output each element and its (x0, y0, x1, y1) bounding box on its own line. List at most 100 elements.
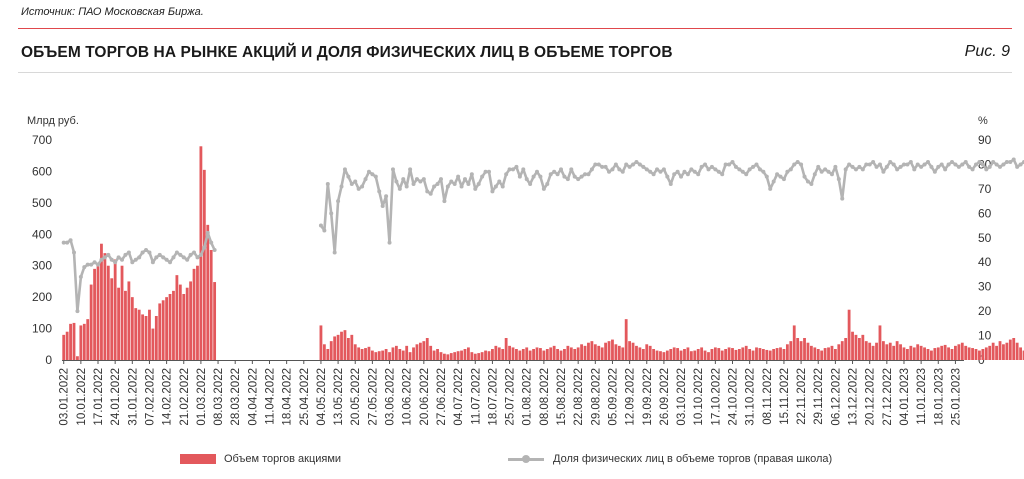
line-point (613, 162, 618, 167)
line-point (792, 162, 797, 167)
line-point (754, 162, 759, 167)
line-point (452, 182, 457, 186)
line-point (853, 167, 858, 172)
legend-bar-label: Объем торгов акциями (224, 453, 342, 465)
line-point (373, 174, 378, 179)
line-point (65, 240, 70, 245)
line-point (960, 162, 965, 167)
line-point (140, 250, 145, 255)
line-point (692, 169, 697, 174)
line-point (181, 255, 186, 260)
bar (857, 338, 861, 360)
bar (837, 344, 841, 360)
bar (978, 350, 981, 360)
bar (542, 350, 546, 360)
bar (734, 349, 738, 360)
line-point (456, 174, 461, 179)
bar (120, 265, 124, 360)
bar (971, 348, 974, 360)
bar (1012, 338, 1016, 360)
bar (357, 347, 361, 360)
bar (665, 350, 669, 360)
line-point (154, 255, 159, 260)
line-point (836, 177, 841, 182)
bar (477, 353, 481, 360)
line-point (538, 174, 543, 179)
line-point (905, 162, 910, 167)
bar (556, 349, 559, 360)
bar (621, 347, 625, 360)
line-point (723, 162, 728, 167)
x-tick-label: 27.05.2022 (367, 368, 379, 426)
line-point (706, 167, 711, 172)
line-point (884, 164, 889, 169)
bar (679, 350, 683, 360)
line-point (946, 162, 951, 167)
line-point (137, 255, 142, 260)
line-point (157, 252, 162, 257)
line-point (987, 164, 992, 169)
bar (981, 349, 985, 360)
line-point (925, 160, 930, 164)
bar (69, 323, 72, 360)
line-point (89, 262, 94, 267)
right-axis: 0102030405060708090 (978, 133, 992, 367)
line-point (1001, 162, 1006, 167)
bar (103, 253, 107, 360)
line-point (459, 184, 464, 189)
bar (648, 345, 652, 360)
bar (827, 347, 830, 360)
line-point (349, 182, 354, 186)
line-point (387, 240, 392, 245)
bar (600, 347, 604, 360)
bar (460, 350, 463, 360)
line-point (805, 179, 810, 184)
bar (470, 352, 474, 360)
bar (617, 345, 621, 360)
bar (96, 262, 100, 360)
bar (864, 341, 868, 360)
x-tick-label: 11.01.2023 (916, 368, 928, 425)
line-point (356, 186, 361, 191)
line-point (476, 182, 481, 186)
x-tick-label: 27.06.2022 (436, 368, 448, 426)
bar (525, 347, 529, 360)
bar (796, 338, 800, 360)
bar (148, 309, 151, 360)
bar (803, 338, 806, 360)
bar (624, 319, 628, 360)
bar (192, 268, 196, 360)
bar (799, 341, 803, 360)
line-point (486, 169, 491, 174)
line-point (541, 186, 546, 191)
bar (189, 281, 193, 360)
bar (473, 353, 477, 360)
bar (398, 349, 402, 360)
left-axis-label: Млрд руб. (27, 115, 79, 127)
line-point (775, 172, 780, 177)
bar (816, 349, 820, 360)
line-point (480, 174, 485, 179)
line-point (500, 184, 505, 189)
bar (463, 349, 467, 360)
line-point (332, 250, 337, 255)
bar (775, 348, 779, 360)
line-point (634, 160, 639, 164)
line-point (867, 162, 872, 167)
bar (727, 347, 731, 360)
bar (182, 294, 186, 360)
bar (549, 347, 553, 360)
x-tick-label: 17.10.2022 (710, 368, 722, 426)
bar (141, 314, 145, 360)
bar (374, 352, 378, 360)
line-point (877, 162, 882, 167)
x-tick-label: 18.01.2023 (933, 368, 945, 426)
bar (439, 352, 443, 360)
left-tick-label: 0 (45, 353, 52, 367)
line-point (788, 167, 793, 172)
bar (614, 344, 618, 360)
line-point (212, 248, 217, 252)
bar (899, 344, 902, 360)
line-point (106, 252, 111, 257)
line-point (812, 172, 817, 177)
